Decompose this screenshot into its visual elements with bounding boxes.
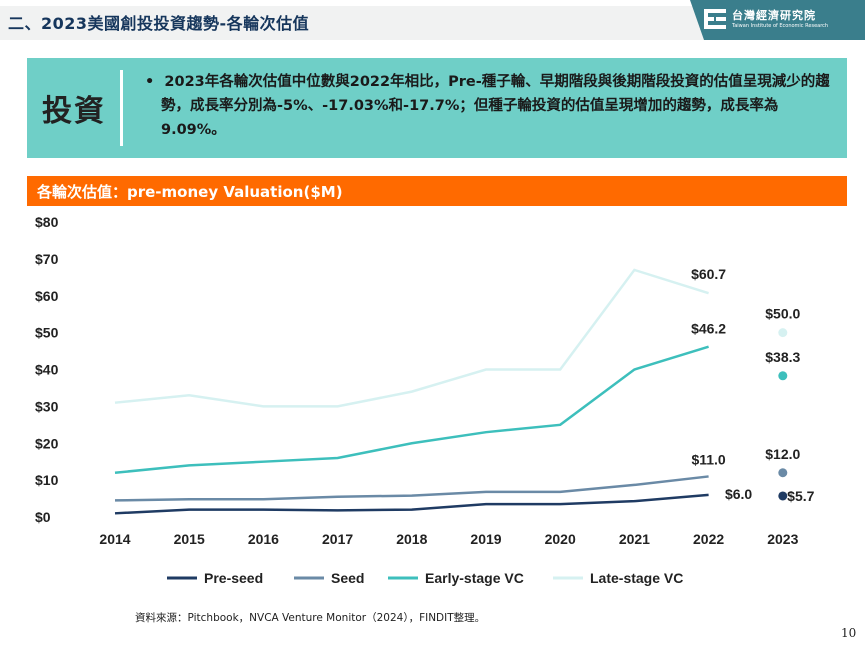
data-label: $11.0 — [691, 451, 725, 467]
y-tick-label: $0 — [35, 509, 51, 525]
logo-name: 台灣經濟研究院 — [732, 9, 816, 22]
page-number: 10 — [841, 626, 857, 640]
chart-title-bar: 各輪次估值：pre-money Valuation($M) — [27, 176, 847, 206]
y-tick-label: $60 — [35, 288, 59, 304]
summary-text: • 2023年各輪次估值中位數與2022年相比，Pre-種子輪、早期階段與後期階… — [145, 70, 835, 142]
chart-title: 各輪次估值：pre-money Valuation($M) — [37, 183, 343, 201]
summary-box: 投資 • 2023年各輪次估值中位數與2022年相比，Pre-種子輪、早期階段與… — [27, 58, 847, 158]
bullet: • — [145, 74, 155, 90]
x-tick-label: 2019 — [470, 531, 501, 547]
y-tick-label: $20 — [35, 435, 59, 451]
data-label: $12.0 — [765, 446, 800, 462]
x-tick-label: 2020 — [545, 531, 576, 547]
logo-panel: 台灣經濟研究院 Taiwan Institute of Economic Res… — [690, 0, 865, 40]
x-tick-label: 2023 — [767, 531, 798, 547]
y-tick-label: $30 — [35, 398, 59, 414]
summary-divider — [120, 70, 123, 146]
series-point-2023 — [778, 371, 788, 381]
x-tick-label: 2018 — [396, 531, 427, 547]
series-line — [114, 493, 709, 515]
x-tick-label: 2017 — [322, 531, 353, 547]
x-tick-label: 2015 — [174, 531, 205, 547]
x-tick-label: 2016 — [248, 531, 279, 547]
slide-title: 二、2023美國創投投資趨勢-各輪次估值 — [8, 14, 310, 33]
y-tick-label: $40 — [35, 362, 59, 378]
y-tick-label: $50 — [35, 325, 59, 341]
data-label: $5.7 — [787, 488, 814, 504]
series-line — [114, 345, 709, 474]
data-label: $50.0 — [765, 306, 800, 322]
x-tick-label: 2022 — [693, 531, 724, 547]
data-label: $38.3 — [765, 349, 800, 365]
legend-label: Seed — [331, 570, 364, 586]
x-tick-label: 2021 — [619, 531, 650, 547]
summary-body: 2023年各輪次估值中位數與2022年相比，Pre-種子輪、早期階段與後期階段投… — [161, 74, 830, 138]
series-point-2023 — [778, 328, 788, 338]
y-tick-label: $80 — [35, 214, 59, 230]
header-band — [0, 6, 705, 40]
y-tick-label: $70 — [35, 251, 59, 267]
series-point-2023 — [778, 468, 788, 478]
logo-subtitle: Taiwan Institute of Economic Research — [732, 23, 829, 29]
data-label: $6.0 — [725, 486, 752, 502]
series-line — [114, 475, 709, 502]
valuation-line-chart: $0 $10 $20 $30 $40 $50 $60 $70 $80 2014 2015 2016 20… — [35, 214, 815, 586]
slide-header: 二、2023美國創投投資趨勢-各輪次估值 台灣經濟研究院 Taiwan Inst… — [0, 0, 865, 44]
institute-logo-icon — [704, 9, 726, 29]
summary-label: 投資 — [42, 94, 106, 129]
legend-label: Early-stage VC — [425, 570, 524, 586]
series-line — [114, 268, 709, 408]
x-tick-label: 2014 — [99, 531, 130, 547]
data-label: $46.2 — [691, 321, 726, 337]
source-note: 資料來源：Pitchbook，NVCA Venture Monitor（2024… — [135, 612, 486, 624]
y-tick-label: $10 — [35, 472, 59, 488]
series-point-2023 — [778, 491, 788, 501]
legend-label: Pre-seed — [204, 570, 263, 586]
legend-label: Late-stage VC — [590, 570, 683, 586]
data-label: $60.7 — [691, 266, 726, 282]
